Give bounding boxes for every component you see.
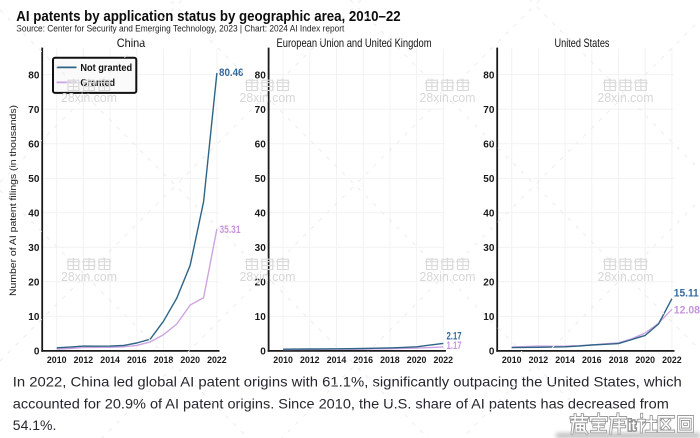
svg-text:In 2022, China led global AI p: In 2022, China led global AI patent orig… <box>13 374 682 390</box>
svg-text:Number of AI patent filings (i: Number of AI patent filings (in thousand… <box>8 105 19 296</box>
svg-text:2016: 2016 <box>582 355 602 365</box>
svg-text:Source: Center for Security an: Source: Center for Security and Emerging… <box>16 23 344 33</box>
svg-text:2012: 2012 <box>74 355 94 365</box>
svg-text:10: 10 <box>28 312 40 323</box>
svg-text:60: 60 <box>483 139 495 150</box>
svg-text:80: 80 <box>483 70 495 81</box>
svg-text:2018: 2018 <box>380 355 400 365</box>
svg-text:20: 20 <box>255 278 267 289</box>
svg-text:50: 50 <box>28 174 40 185</box>
svg-text:28xin.com: 28xin.com <box>240 90 296 105</box>
svg-text:50: 50 <box>255 174 267 185</box>
svg-text:2020: 2020 <box>180 355 200 365</box>
svg-text:2022: 2022 <box>434 355 454 365</box>
svg-text:80: 80 <box>28 70 40 81</box>
svg-text:28xin.com: 28xin.com <box>240 269 296 284</box>
svg-text:70: 70 <box>28 105 40 116</box>
svg-text:2022: 2022 <box>207 355 227 365</box>
svg-text:20: 20 <box>28 278 40 289</box>
svg-text:2016: 2016 <box>127 355 147 365</box>
svg-text:28xin.com: 28xin.com <box>420 90 476 105</box>
svg-text:80: 80 <box>255 70 267 81</box>
svg-text:2022: 2022 <box>662 355 682 365</box>
svg-text:Not granted: Not granted <box>80 63 132 74</box>
svg-text:2014: 2014 <box>327 355 347 365</box>
svg-text:0: 0 <box>34 347 40 358</box>
svg-text:2012: 2012 <box>300 355 320 365</box>
svg-text:2010: 2010 <box>273 355 293 365</box>
svg-text:2010: 2010 <box>502 355 522 365</box>
svg-text:United States: United States <box>555 36 610 50</box>
svg-text:2020: 2020 <box>407 355 427 365</box>
svg-text:12.08: 12.08 <box>674 305 700 317</box>
svg-text:80.46: 80.46 <box>219 67 244 79</box>
svg-text:accounted for 20.9% of AI pate: accounted for 20.9% of AI patent origins… <box>13 395 669 411</box>
svg-text:2014: 2014 <box>100 355 120 365</box>
svg-text:it: it <box>628 417 636 434</box>
svg-text:10: 10 <box>255 312 267 323</box>
svg-text:Granted: Granted <box>80 78 115 89</box>
svg-text:European Union and United King: European Union and United Kingdom <box>277 36 432 50</box>
svg-text:AI patents by application stat: AI patents by application status by geog… <box>16 8 400 25</box>
svg-text:China: China <box>117 36 146 50</box>
svg-text:2012: 2012 <box>529 355 549 365</box>
svg-text:60: 60 <box>28 139 40 150</box>
svg-text:30: 30 <box>255 243 267 254</box>
svg-text:60: 60 <box>255 139 267 150</box>
svg-text:10: 10 <box>483 312 495 323</box>
svg-text:0: 0 <box>489 347 495 358</box>
svg-text:40: 40 <box>483 208 495 219</box>
svg-text:1.17: 1.17 <box>447 340 462 352</box>
svg-text:0: 0 <box>260 347 266 358</box>
svg-text:28xin.com: 28xin.com <box>61 90 117 105</box>
svg-text:40: 40 <box>28 208 40 219</box>
svg-text:30: 30 <box>28 243 40 254</box>
svg-text:2010: 2010 <box>47 355 67 365</box>
svg-text:20: 20 <box>483 278 495 289</box>
svg-text:2018: 2018 <box>609 355 629 365</box>
svg-text:28xin.com: 28xin.com <box>420 269 476 284</box>
svg-text:2018: 2018 <box>154 355 174 365</box>
svg-text:2016: 2016 <box>353 355 373 365</box>
svg-text:28xin.com: 28xin.com <box>61 269 117 284</box>
svg-text:30: 30 <box>483 243 495 254</box>
svg-text:2014: 2014 <box>555 355 575 365</box>
svg-text:70: 70 <box>483 105 495 116</box>
svg-text:15.11: 15.11 <box>674 288 699 300</box>
svg-text:70: 70 <box>255 105 267 116</box>
svg-text:2.17: 2.17 <box>447 331 462 343</box>
svg-text:28xin.com: 28xin.com <box>598 269 654 284</box>
svg-text:40: 40 <box>255 208 267 219</box>
svg-text:50: 50 <box>483 174 495 185</box>
svg-text:28xin.com: 28xin.com <box>598 90 654 105</box>
svg-text:35.31: 35.31 <box>220 224 241 236</box>
svg-text:54.1%.: 54.1%. <box>13 417 57 433</box>
svg-text:2020: 2020 <box>635 355 655 365</box>
